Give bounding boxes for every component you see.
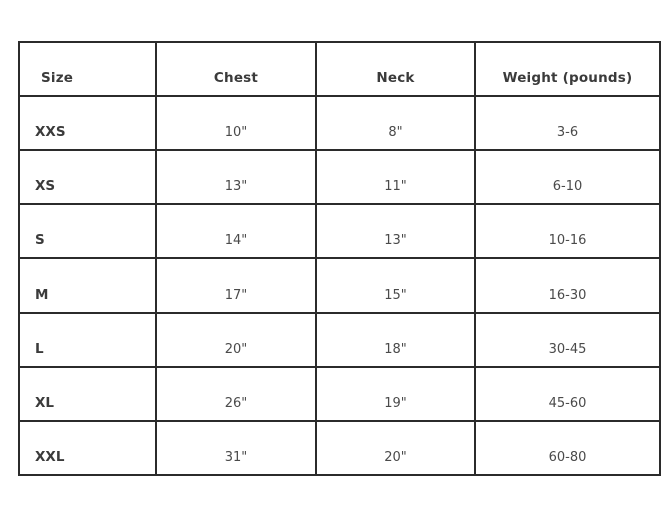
size-cell: XS (18, 149, 157, 206)
weight-cell: 3-6 (474, 94, 661, 152)
size-chart-table: Size Chest Neck Weight (pounds) XXS 10" … (18, 41, 661, 477)
table-row: XXL 31" 20" 60-80 (18, 419, 661, 477)
weight-cell: 6-10 (474, 149, 661, 206)
table-row: XS 13" 11" 6-10 (18, 149, 661, 206)
weight-cell: 10-16 (474, 203, 661, 260)
neck-cell: 8" (315, 94, 476, 152)
neck-cell: 20" (315, 419, 476, 477)
table-row: L 20" 18" 30-45 (18, 311, 661, 368)
chest-cell: 13" (155, 149, 317, 206)
neck-cell: 19" (315, 365, 476, 422)
neck-cell: 18" (315, 311, 476, 368)
chest-cell: 10" (155, 94, 317, 152)
chest-cell: 26" (155, 365, 317, 422)
neck-cell: 13" (315, 203, 476, 260)
chest-cell: 14" (155, 203, 317, 260)
neck-cell: 15" (315, 257, 476, 314)
table-row: S 14" 13" 10-16 (18, 203, 661, 260)
table-body: XXS 10" 8" 3-6 XS 13" 11" 6-10 S 14" 13"… (18, 94, 661, 477)
column-header-chest: Chest (155, 41, 317, 97)
weight-cell: 30-45 (474, 311, 661, 368)
weight-cell: 60-80 (474, 419, 661, 477)
table-row: XXS 10" 8" 3-6 (18, 94, 661, 152)
chest-cell: 17" (155, 257, 317, 314)
neck-cell: 11" (315, 149, 476, 206)
weight-cell: 16-30 (474, 257, 661, 314)
table-row: XL 26" 19" 45-60 (18, 365, 661, 422)
header-row: Size Chest Neck Weight (pounds) (18, 41, 661, 97)
size-cell: L (18, 311, 157, 368)
chest-cell: 20" (155, 311, 317, 368)
chest-cell: 31" (155, 419, 317, 477)
weight-cell: 45-60 (474, 365, 661, 422)
column-header-size: Size (18, 41, 157, 97)
table-header: Size Chest Neck Weight (pounds) (18, 41, 661, 97)
column-header-weight: Weight (pounds) (474, 41, 661, 97)
size-cell: XXS (18, 94, 157, 152)
size-cell: XXL (18, 419, 157, 477)
table-row: M 17" 15" 16-30 (18, 257, 661, 314)
size-cell: S (18, 203, 157, 260)
column-header-neck: Neck (315, 41, 476, 97)
size-cell: XL (18, 365, 157, 422)
size-cell: M (18, 257, 157, 314)
